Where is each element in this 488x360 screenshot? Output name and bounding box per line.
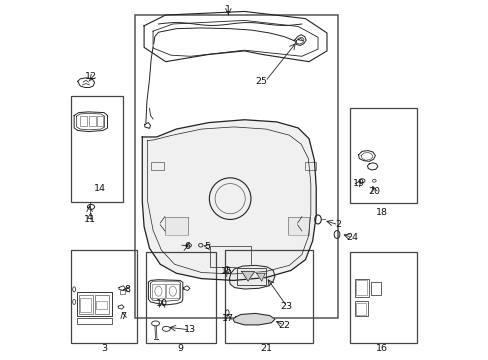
Bar [70,96,122,202]
Bar [164,217,188,234]
Bar [135,15,337,318]
Text: 8: 8 [123,285,130,294]
Bar [356,303,365,315]
Bar [152,284,164,298]
Text: 7: 7 [120,312,126,321]
Polygon shape [229,265,274,289]
Text: 22: 22 [277,321,289,330]
Bar [120,290,124,294]
Bar [80,298,91,312]
Text: 14: 14 [94,184,106,193]
Bar [287,217,308,234]
Bar [304,162,316,170]
Polygon shape [241,271,254,281]
Text: 18: 18 [375,208,386,217]
Bar [354,279,368,297]
Text: 20: 20 [367,187,380,196]
Bar [224,250,312,343]
Bar [80,116,87,126]
Bar [96,301,106,309]
Bar [70,250,137,343]
Polygon shape [233,314,274,325]
Text: 12: 12 [85,72,97,81]
Text: 9: 9 [177,344,183,353]
Text: 17: 17 [222,314,234,323]
Bar [88,116,96,126]
Text: 4: 4 [86,213,92,222]
Bar [370,282,380,295]
Bar [210,246,250,267]
Text: 1: 1 [225,5,231,14]
Bar [145,252,215,343]
Bar [287,217,308,234]
Text: 24: 24 [346,233,357,242]
Text: 16: 16 [375,344,386,353]
Bar [77,292,112,316]
Polygon shape [256,273,265,281]
Bar [77,318,112,324]
Bar [94,295,109,314]
Bar [236,267,265,285]
Text: 11: 11 [83,215,95,224]
Bar [354,301,367,316]
Bar [349,108,416,203]
Text: 19: 19 [352,179,364,188]
Text: 21: 21 [260,344,272,353]
Bar [150,162,164,170]
Bar [164,217,188,234]
Bar [349,252,416,343]
Text: 13: 13 [183,325,196,334]
Text: 10: 10 [156,299,168,308]
Text: 15: 15 [220,267,232,276]
Polygon shape [142,120,316,280]
Bar [79,295,93,314]
Text: 3: 3 [101,344,107,353]
Text: 23: 23 [280,302,292,311]
Bar [97,116,103,126]
Bar [166,284,179,298]
Text: 25: 25 [255,77,267,86]
Text: 2: 2 [335,220,341,229]
Text: 5: 5 [203,242,209,251]
Bar [356,280,366,295]
Text: 6: 6 [184,242,190,251]
